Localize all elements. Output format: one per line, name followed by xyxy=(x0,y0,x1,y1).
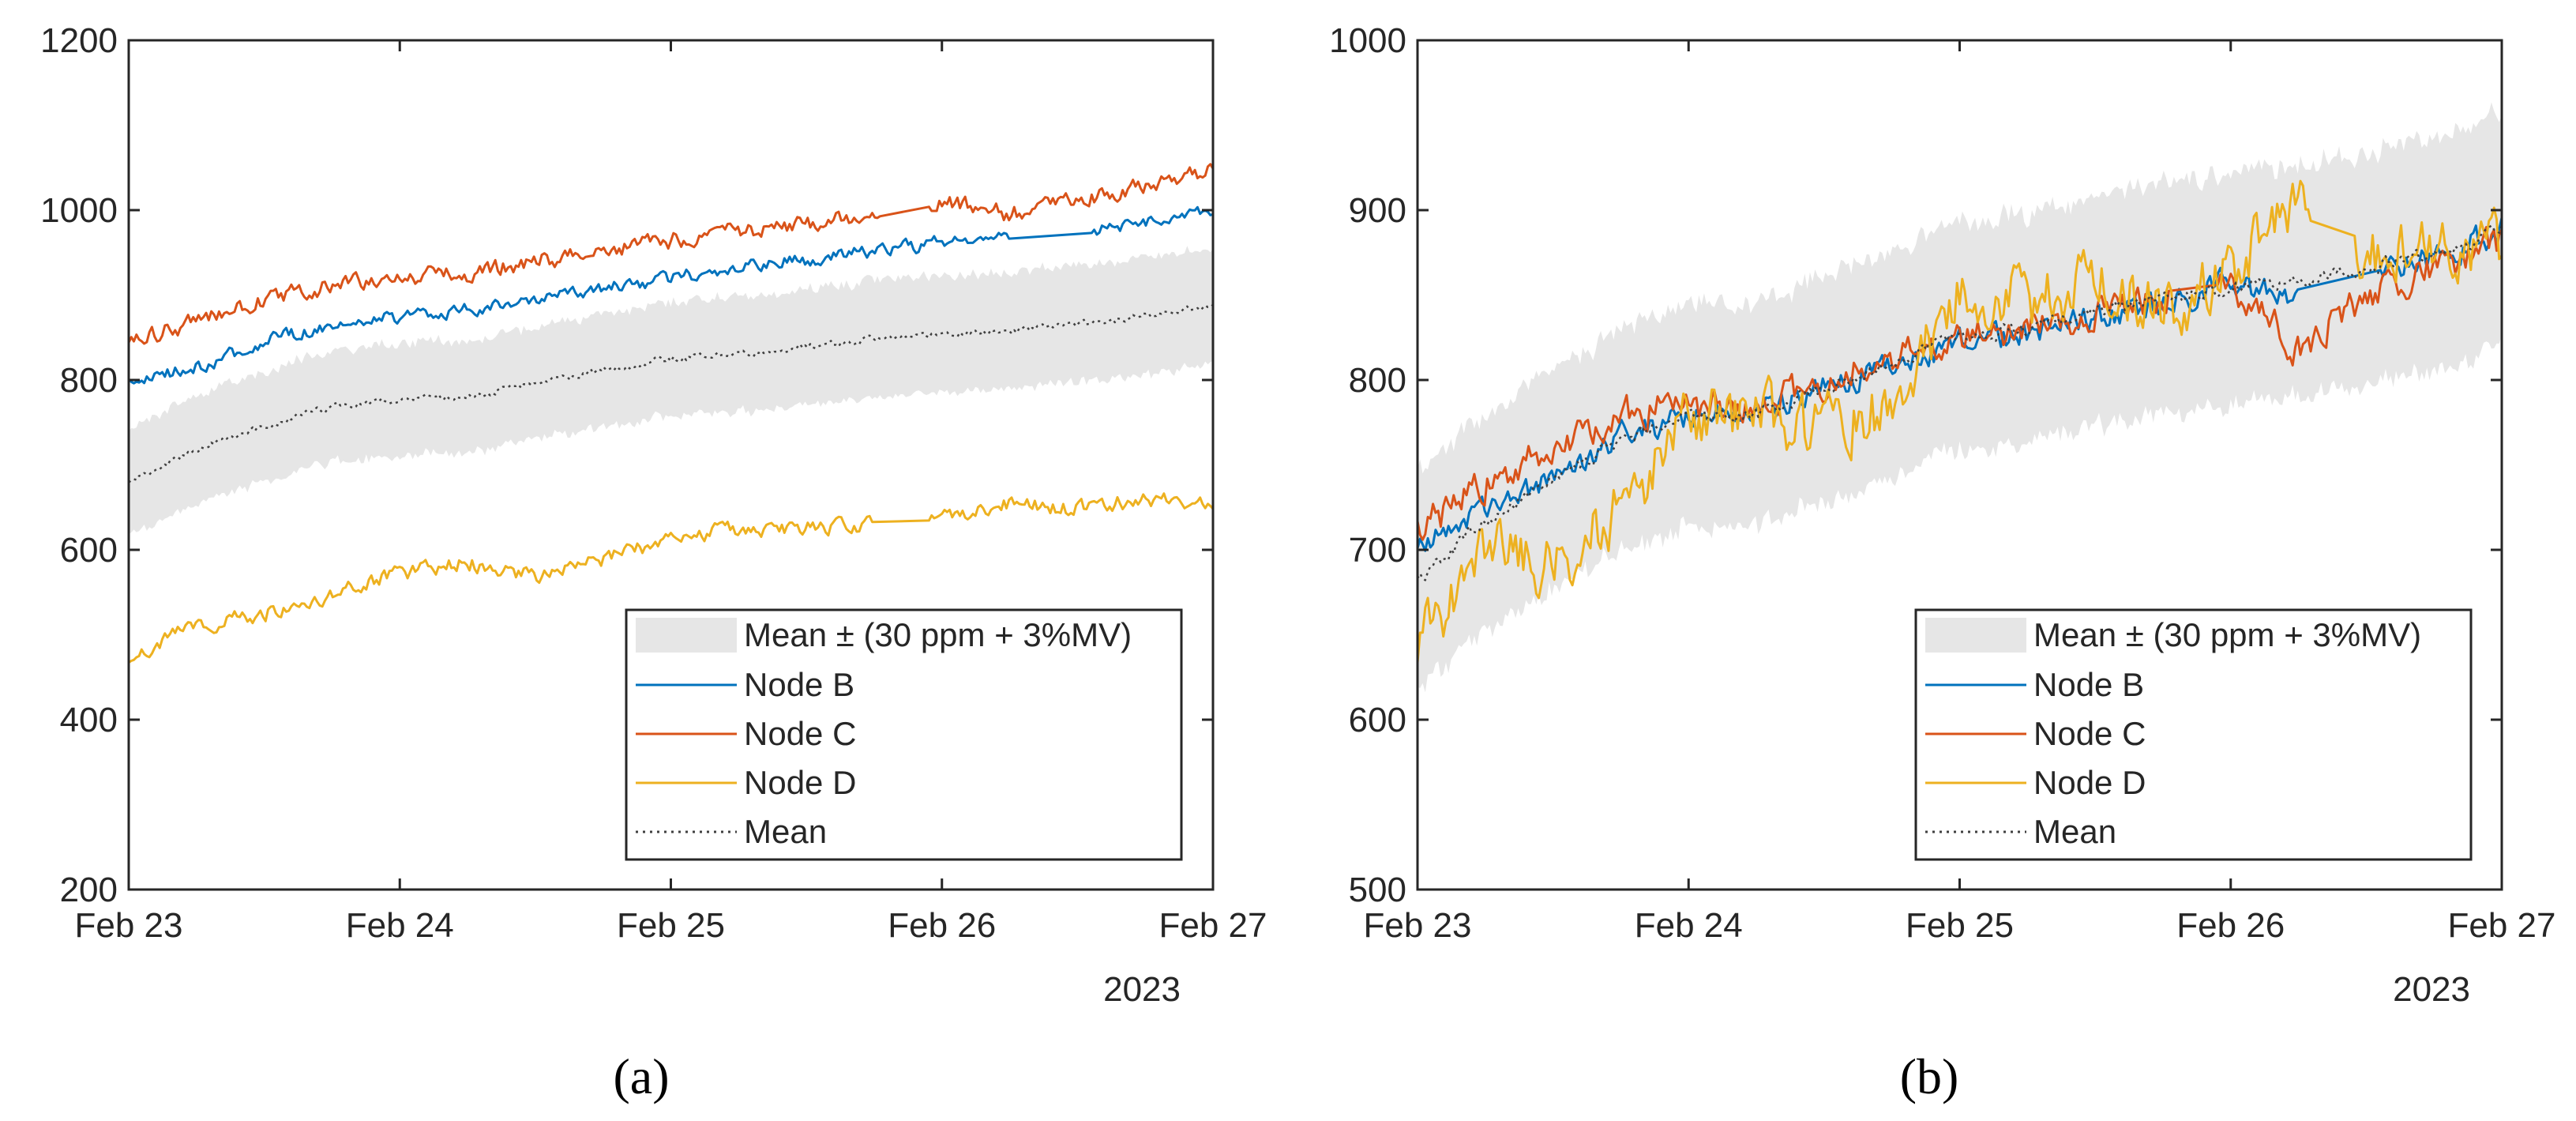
panel-a-x-tick-label-0: Feb 23 xyxy=(75,906,183,945)
panel-a-x-tick-label-3: Feb 26 xyxy=(888,906,996,945)
panel-a-legend-band-swatch xyxy=(636,618,737,653)
panel-a-y-tick-label-3: 800 xyxy=(60,361,118,400)
panel-b-legend-node-b-label: Node B xyxy=(2033,666,2144,703)
panel-b-y-tick-label-5: 1000 xyxy=(1329,21,1406,60)
panel-a-legend-node-c-label: Node C xyxy=(744,715,856,752)
panel-a-series-mean xyxy=(128,303,1214,483)
panel-a-band xyxy=(129,246,1213,534)
panel-b-y-tick-label-3: 800 xyxy=(1349,361,1406,400)
panel-b-y-ticks: 500 600 700 800 900 1000 xyxy=(1329,21,2502,909)
panel-a-year-label: 2023 xyxy=(1103,970,1181,1009)
panel-a-series xyxy=(127,163,1215,664)
panel-b-year-label: 2023 xyxy=(2393,970,2470,1009)
panel-b-series-node-b xyxy=(1416,217,2503,552)
panel-a-legend: Mean ± (30 ppm + 3%MV) Node B Node C Nod… xyxy=(625,608,1183,861)
panel-b-y-tick-label-4: 900 xyxy=(1349,191,1406,230)
panel-b-x-ticks: Feb 23 Feb 24 Feb 25 Feb 26 Feb 27 xyxy=(1364,40,2556,945)
panel-b-x-tick-label-0: Feb 23 xyxy=(1364,906,1472,945)
panel-a-x-tick-label-4: Feb 27 xyxy=(1159,906,1267,945)
panel-b-legend: Mean ± (30 ppm + 3%MV) Node B Node C Nod… xyxy=(1914,608,2473,861)
panel-b-legend-node-c-label: Node C xyxy=(2033,715,2146,752)
panel-a-y-tick-label-0: 200 xyxy=(60,871,118,909)
panel-a-caption: (a) xyxy=(613,1048,669,1104)
panel-b-x-tick-label-1: Feb 24 xyxy=(1635,906,1743,945)
panel-a-legend-mean-label: Mean xyxy=(744,813,827,850)
panel-a-series-node-d xyxy=(128,492,1215,664)
panel-a-x-tick-label-1: Feb 24 xyxy=(346,906,454,945)
panel-a-series-node-b xyxy=(128,205,1214,385)
panel-b-y-tick-label-0: 500 xyxy=(1349,871,1406,909)
panel-a-legend-band-label: Mean ± (30 ppm + 3%MV) xyxy=(744,616,1132,653)
panel-b-x-tick-label-3: Feb 26 xyxy=(2176,906,2285,945)
panel-b-series-node-d xyxy=(1416,179,2503,664)
panel-a-x-ticks: Feb 23 Feb 24 Feb 25 Feb 26 Feb 27 xyxy=(75,40,1267,945)
panel-a-legend-node-d-label: Node D xyxy=(744,764,856,801)
panel-b-y-tick-label-1: 600 xyxy=(1349,701,1406,739)
panel-a-y-tick-label-4: 1000 xyxy=(40,191,118,230)
panel-b-caption: (b) xyxy=(1900,1048,1959,1104)
panel-b-legend-band-label: Mean ± (30 ppm + 3%MV) xyxy=(2033,616,2421,653)
panel-a-y-ticks: 200 400 600 800 1000 1200 xyxy=(40,21,1213,909)
panel-a-y-tick-label-2: 600 xyxy=(60,531,118,570)
panel-a-y-tick-label-1: 400 xyxy=(60,701,118,739)
panel-b-legend-node-d-label: Node D xyxy=(2033,764,2146,801)
panel-b-series xyxy=(1416,179,2503,664)
panel-b-series-node-c xyxy=(1416,226,2503,541)
panel-a-x-tick-label-2: Feb 25 xyxy=(617,906,725,945)
panel-a-legend-node-b-label: Node B xyxy=(744,666,854,703)
panel-b-series-mean xyxy=(1416,224,2503,581)
panel-a-series-node-c xyxy=(127,163,1215,345)
panel-b-y-tick-label-2: 700 xyxy=(1349,531,1406,570)
panel-a-y-tick-label-5: 1200 xyxy=(40,21,118,60)
panel-b-x-tick-label-2: Feb 25 xyxy=(1906,906,2014,945)
panel-b-legend-mean-label: Mean xyxy=(2033,813,2116,850)
panel-b-x-tick-label-4: Feb 27 xyxy=(2448,906,2556,945)
panel-b-legend-band-swatch xyxy=(1925,618,2026,653)
